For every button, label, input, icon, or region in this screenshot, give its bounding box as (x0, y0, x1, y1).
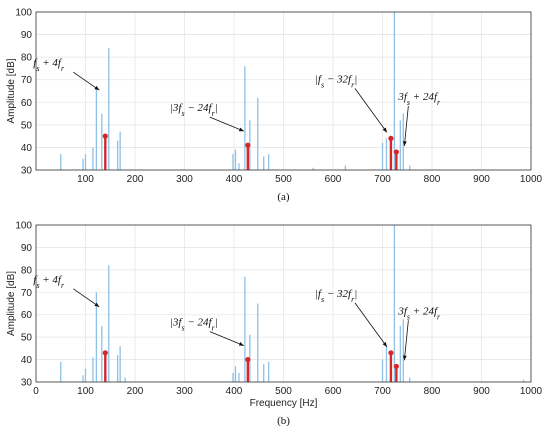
plot-frame (35, 224, 532, 383)
x-tick-label: 400 (226, 174, 243, 185)
arrow-head (402, 141, 407, 146)
x-tick-label: 100 (77, 174, 94, 185)
annotation-arrow (209, 331, 245, 346)
chart-panel-1: 30 40 50 60 70 80 90 100 100 200 300 400 500 600 700 80… (6, 8, 543, 204)
annotation-arrow (354, 88, 388, 133)
annotation-arrow (73, 288, 100, 308)
x-tick-label: 300 (176, 174, 193, 185)
x-tick-label: 700 (374, 386, 391, 397)
y-tick-label: 90 (21, 30, 33, 41)
arrow-head (238, 127, 244, 132)
y-tick-label: 70 (21, 75, 33, 86)
harmonic-annotation: 3fs + 24fr (397, 91, 441, 107)
panel-caption: (b) (277, 415, 290, 427)
x-tick-label: 700 (374, 174, 391, 185)
harmonic-annotation: |fs − 32fr| (315, 73, 357, 89)
arrow-head (238, 342, 244, 346)
harmonic-marker (102, 350, 108, 356)
y-tick-label: 80 (21, 53, 33, 64)
harmonic-marker (245, 142, 251, 148)
x-tick-label: 800 (424, 386, 441, 397)
x-tick-label: 1000 (520, 174, 543, 185)
annotation-arrow (403, 320, 409, 361)
y-axis-label: Amplitude [dB] (6, 271, 17, 336)
harmonic-marker (393, 149, 399, 155)
y-tick-label: 40 (21, 143, 33, 154)
x-tick-label: 100 (77, 386, 94, 397)
x-tick-label: 600 (325, 386, 342, 397)
x-tick-label: 0 (33, 386, 39, 397)
arrow-head (94, 85, 100, 91)
x-tick-label: 500 (275, 386, 292, 397)
harmonic-marker (388, 135, 394, 141)
y-tick-label: 100 (15, 8, 32, 19)
plot-frame (35, 11, 532, 171)
arrow-head (402, 355, 407, 361)
harmonic-annotation: 3fs + 24fr (397, 305, 441, 321)
y-tick-label: 90 (21, 243, 33, 254)
y-tick-label: 60 (21, 310, 33, 321)
arrow-head (382, 341, 387, 347)
y-tick-label: 60 (21, 98, 33, 109)
harmonic-marker (245, 356, 251, 363)
harmonic-annotation: fs + 4fr (33, 57, 65, 73)
y-tick-label: 30 (21, 166, 33, 177)
x-axis-label: Frequency [Hz] (250, 398, 318, 409)
harmonic-marker (102, 133, 108, 139)
y-tick-label: 80 (21, 265, 33, 276)
annotation-arrow (354, 302, 388, 348)
x-tick-label: 300 (176, 386, 193, 397)
annotation-arrow (403, 105, 409, 146)
harmonic-annotation: |3fs − 24fr| (170, 102, 218, 118)
y-axis-label: Amplitude [dB] (6, 58, 17, 123)
harmonic-annotation: |fs − 32fr| (315, 288, 357, 304)
x-tick-label: 900 (473, 386, 490, 397)
x-tick-label: 600 (325, 174, 342, 185)
harmonic-marker (393, 363, 399, 369)
y-tick-label: 30 (21, 378, 33, 389)
y-tick-label: 100 (15, 221, 32, 232)
harmonic-annotation: |3fs − 24fr| (170, 317, 218, 333)
harmonic-marker (388, 350, 394, 356)
y-tick-label: 40 (21, 355, 33, 366)
x-tick-label: 500 (275, 174, 292, 185)
harmonic-annotation: fs + 4fr (33, 274, 65, 290)
x-tick-label: 400 (226, 386, 243, 397)
annotation-arrow (73, 71, 100, 91)
x-tick-label: 1000 (520, 386, 543, 397)
x-tick-label: 200 (127, 174, 144, 185)
x-tick-label: 200 (127, 386, 144, 397)
annotation-arrow (209, 116, 245, 132)
y-tick-label: 50 (21, 333, 33, 344)
panel-caption: (a) (277, 191, 290, 203)
x-tick-label: 800 (424, 174, 441, 185)
arrow-head (94, 302, 100, 307)
x-tick-label: 900 (473, 174, 490, 185)
arrow-head (382, 127, 387, 133)
y-tick-label: 50 (21, 120, 33, 131)
y-tick-label: 70 (21, 288, 33, 299)
